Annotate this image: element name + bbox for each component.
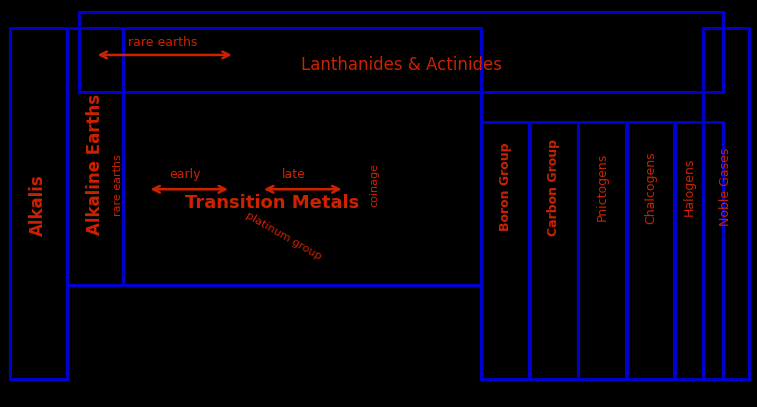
Text: late: late: [282, 168, 306, 181]
Text: Pnictogens: Pnictogens: [596, 153, 609, 221]
Text: rare earths: rare earths: [128, 36, 198, 49]
Bar: [123, 28, 481, 285]
Text: Transition Metals: Transition Metals: [185, 195, 360, 212]
Bar: [675, 122, 723, 379]
Bar: [79, 12, 723, 92]
Bar: [10, 28, 67, 379]
Bar: [578, 122, 626, 379]
Text: platinum group: platinum group: [245, 210, 323, 262]
Bar: [530, 122, 578, 379]
Text: rare earths: rare earths: [113, 154, 123, 216]
Text: Noble Gases: Noble Gases: [719, 148, 732, 226]
Text: Halogens: Halogens: [683, 158, 696, 217]
Text: coinage: coinage: [369, 163, 380, 207]
Bar: [703, 28, 749, 379]
Text: Chalcogens: Chalcogens: [644, 151, 657, 223]
Text: early: early: [170, 168, 201, 181]
Text: Alkalis: Alkalis: [29, 175, 47, 236]
Bar: [627, 122, 674, 379]
Bar: [67, 28, 123, 285]
Text: Lanthanides & Actinides: Lanthanides & Actinides: [301, 56, 502, 74]
Bar: [481, 122, 529, 379]
Text: Boron Group: Boron Group: [499, 143, 512, 232]
Text: Carbon Group: Carbon Group: [547, 139, 560, 236]
Text: Alkaline Earths: Alkaline Earths: [86, 94, 104, 235]
